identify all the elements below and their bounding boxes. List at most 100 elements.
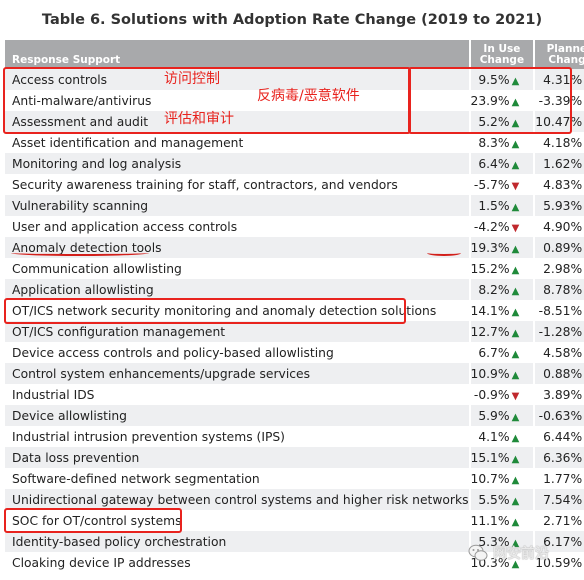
in-use-change-cell: 8.2% ▲ [469, 279, 536, 300]
up-arrow-icon: ▲ [511, 327, 520, 339]
planned-change-cell: 1.77%▲ [534, 468, 584, 489]
solution-name: Data loss prevention [5, 447, 471, 468]
table-title: Table 6. Solutions with Adoption Rate Ch… [41, 12, 543, 28]
in-use-change-cell: 6.4% ▲ [469, 153, 536, 174]
in-use-change-value: 12.7% [470, 324, 510, 339]
in-use-change-value: 4.1% [478, 429, 510, 444]
planned-change-value: 8.78% [543, 282, 583, 297]
planned-change-cell: 4.18%▲ [534, 132, 584, 153]
up-arrow-icon: ▲ [511, 159, 520, 171]
in-use-change-cell: -5.7% ▼ [469, 174, 536, 195]
in-use-change-value: 8.2% [478, 282, 510, 297]
table-row: Security awareness training for staff, c… [5, 174, 584, 195]
highlight-box-top-three [3, 67, 411, 134]
underline-anomaly-detection [11, 250, 149, 256]
table-row: OT/ICS network security monitoring and a… [5, 300, 584, 321]
planned-change-value: 7.54% [543, 492, 583, 507]
planned-change-value: 4.18% [543, 135, 583, 150]
solution-name: OT/ICS network security monitoring and a… [5, 300, 471, 321]
in-use-change-cell: 10.7% ▲ [469, 468, 536, 489]
planned-change-cell: 7.54%▲ [534, 489, 584, 510]
solution-name: Anti-malware/antivirus [5, 90, 471, 111]
highlight-box-otics-network [4, 298, 406, 324]
up-arrow-icon: ▲ [511, 432, 520, 444]
header-in-use-change: In Use Change [469, 40, 536, 69]
planned-change-cell: 2.71%▲ [534, 510, 584, 531]
table-row: Control system enhancements/upgrade serv… [5, 363, 584, 384]
solution-name: Software-defined network segmentation [5, 468, 471, 489]
planned-change-value: 5.93% [543, 198, 583, 213]
in-use-change-cell: 15.1% ▲ [469, 447, 536, 468]
table-row: Industrial intrusion prevention systems … [5, 426, 584, 447]
in-use-change-cell: 12.7% ▲ [469, 321, 536, 342]
in-use-change-value: -5.7% [473, 177, 510, 192]
up-arrow-icon: ▲ [511, 201, 520, 213]
header-planned-change: Planned Change [534, 40, 584, 69]
up-arrow-icon: ▲ [511, 558, 520, 570]
in-use-change-cell: 1.5% ▲ [469, 195, 536, 216]
in-use-change-value: 6.7% [478, 345, 510, 360]
header-planned-line1: Planned [546, 42, 584, 55]
solution-name: Unidirectional gateway between control s… [5, 489, 471, 510]
in-use-change-cell: 5.2% ▲ [469, 111, 536, 132]
solution-name: Device allowlisting [5, 405, 471, 426]
in-use-change-cell: 14.1% ▲ [469, 300, 536, 321]
in-use-change-cell: 8.3% ▲ [469, 132, 536, 153]
in-use-change-cell: 10.9% ▲ [469, 363, 536, 384]
planned-change-cell: -1.28%▼ [534, 321, 584, 342]
table-body: Access controls9.5%▲4.31%▲Anti-malware/a… [5, 69, 584, 573]
planned-change-value: 4.31% [543, 72, 583, 87]
planned-change-cell: 10.59%▲ [534, 552, 584, 573]
table-row: User and application access controls -4.2… [5, 216, 584, 237]
in-use-change-value: 11.1% [470, 513, 510, 528]
header-in-use-line2: Change [479, 53, 525, 66]
solution-name: Communication allowlisting [5, 258, 471, 279]
table-row: Industrial IDS-0.9%▼3.89%▲ [5, 384, 584, 405]
annotation-access-controls: 访问控制 [164, 71, 220, 87]
planned-change-value: 1.62% [543, 156, 583, 171]
annotation-anti-malware: 反病毒/恶意软件 [257, 88, 360, 104]
in-use-change-value: 5.9% [478, 408, 510, 423]
solution-name: Device access controls and policy-based … [5, 342, 471, 363]
underline-anomaly-value [427, 250, 461, 256]
planned-change-cell: 4.90%▲ [534, 216, 584, 237]
up-arrow-icon: ▲ [511, 474, 520, 486]
solution-name: User and application access controls [5, 216, 471, 237]
planned-change-cell: 2.98%▲ [534, 258, 584, 279]
in-use-change-cell: -4.2% ▼ [469, 216, 536, 237]
planned-change-value: 0.88% [543, 366, 583, 381]
in-use-change-cell: 9.5% ▲ [469, 69, 536, 90]
in-use-change-cell: 5.9% ▲ [469, 405, 536, 426]
down-arrow-icon: ▼ [511, 222, 520, 234]
planned-change-value: -0.63% [538, 408, 583, 423]
in-use-change-value: -0.9% [473, 387, 510, 402]
solution-name: SOC for OT/control systems [5, 510, 471, 531]
up-arrow-icon: ▲ [511, 348, 520, 360]
in-use-change-cell: 5.5% ▲ [469, 489, 536, 510]
planned-change-value: 2.71% [543, 513, 583, 528]
in-use-change-cell: -0.9% ▼ [469, 384, 536, 405]
up-arrow-icon: ▲ [511, 306, 520, 318]
solution-name: Application allowlisting [5, 279, 471, 300]
up-arrow-icon: ▲ [511, 138, 520, 150]
planned-change-value: 4.90% [543, 219, 583, 234]
planned-change-cell: 3.89%▲ [534, 384, 584, 405]
solution-name: Vulnerability scanning [5, 195, 471, 216]
planned-change-cell: 0.88%▲ [534, 363, 584, 384]
planned-change-value: 6.36% [543, 450, 583, 465]
in-use-change-value: 19.3% [470, 240, 510, 255]
planned-change-cell: -0.63%▼ [534, 405, 584, 426]
planned-change-cell: 1.62%▲ [534, 153, 584, 174]
in-use-change-cell: 23.9% ▲ [469, 90, 536, 111]
in-use-change-cell: 19.3% ▲ [469, 237, 536, 258]
highlight-box-top-three-values [408, 67, 572, 134]
in-use-change-value: 23.9% [470, 93, 510, 108]
